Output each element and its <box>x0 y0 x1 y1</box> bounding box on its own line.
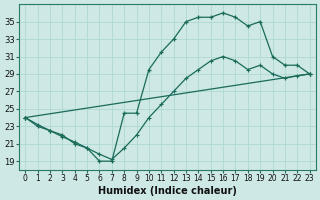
X-axis label: Humidex (Indice chaleur): Humidex (Indice chaleur) <box>98 186 237 196</box>
